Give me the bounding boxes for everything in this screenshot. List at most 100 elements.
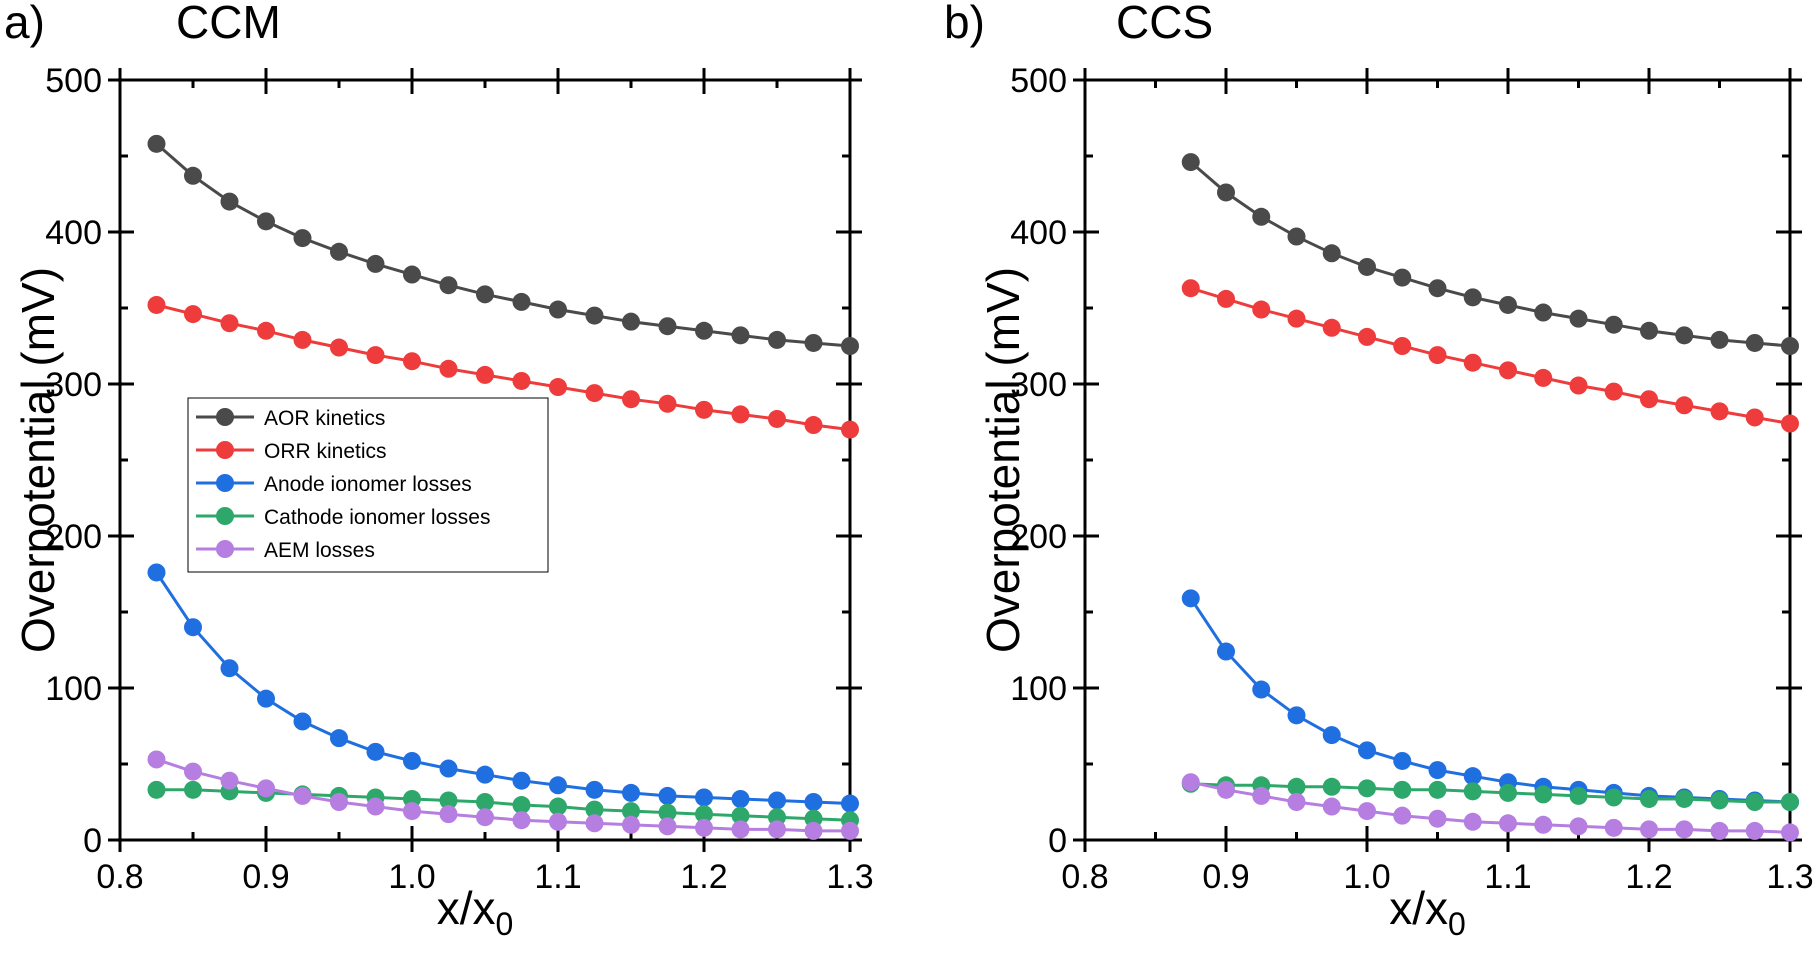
data-point: [512, 771, 531, 790]
data-point: [1322, 726, 1341, 745]
x-tick-label: 1.2: [680, 858, 727, 896]
data-point: [1322, 777, 1341, 796]
legend-entry: Cathode ionomer losses: [264, 506, 490, 529]
data-point: [1463, 812, 1482, 831]
x-tick-label: 0.8: [1061, 858, 1108, 896]
legend-swatch-marker: [216, 474, 234, 492]
data-point: [1428, 346, 1447, 365]
data-point: [549, 812, 567, 831]
y-tick-label: 100: [1010, 670, 1067, 708]
data-point: [731, 405, 750, 424]
data-point: [1358, 257, 1376, 276]
data-point: [184, 780, 202, 799]
data-point: [1675, 326, 1694, 345]
x-tick-label: 1.0: [1343, 858, 1390, 896]
data-point: [658, 317, 677, 336]
data-point: [768, 820, 786, 839]
data-point: [1781, 793, 1799, 811]
data-point: [1252, 300, 1271, 319]
data-point: [147, 295, 166, 314]
data-point: [695, 788, 713, 807]
data-point: [841, 337, 859, 355]
data-point: [804, 333, 823, 352]
data-point: [1358, 802, 1376, 821]
data-point: [731, 789, 750, 808]
legend-entry: AEM losses: [264, 539, 375, 562]
data-point: [585, 306, 604, 325]
data-point: [1463, 353, 1482, 372]
x-tick-label: 0.8: [96, 858, 143, 896]
series-anode-ionomer-losses: [1181, 589, 1799, 811]
data-point: [1393, 751, 1412, 770]
y-tick-label: 200: [45, 518, 102, 556]
data-point: [330, 729, 348, 748]
data-point: [1710, 791, 1729, 810]
data-point: [330, 242, 348, 261]
data-point: [1675, 396, 1694, 415]
y-tick-label: 0: [83, 822, 102, 860]
panel-label: a): [4, 0, 45, 48]
data-point: [439, 805, 458, 824]
data-point: [476, 285, 494, 304]
x-tick-label: 1.1: [534, 858, 581, 896]
series-orr-kinetics: [1181, 279, 1799, 433]
data-point: [1604, 382, 1623, 401]
series-line: [155, 571, 851, 805]
data-point: [1217, 183, 1235, 202]
y-tick-label: 400: [1010, 214, 1067, 252]
x-tick-label: 1.1: [1484, 858, 1531, 896]
data-point: [184, 618, 202, 637]
data-point: [476, 793, 494, 811]
data-point: [658, 786, 677, 805]
data-point: [658, 803, 677, 822]
data-point: [1393, 268, 1412, 287]
data-point: [1322, 244, 1341, 263]
data-point: [512, 796, 531, 815]
data-point: [147, 134, 166, 153]
data-point: [1322, 318, 1341, 337]
data-point: [1287, 777, 1306, 796]
data-point: [147, 563, 166, 582]
legend-entry: AOR kinetics: [264, 407, 385, 430]
data-point: [476, 765, 494, 784]
data-point: [439, 759, 458, 778]
data-point: [1640, 820, 1658, 839]
data-point: [1428, 780, 1447, 799]
x-axis-title: x/x0: [437, 882, 514, 942]
series-aem-losses: [1181, 773, 1799, 842]
y-tick-label: 500: [45, 62, 102, 100]
data-point: [1252, 207, 1271, 226]
data-point: [184, 305, 202, 324]
series-line: [1189, 160, 1791, 348]
data-point: [147, 780, 166, 799]
data-point: [841, 794, 859, 813]
data-point: [695, 805, 713, 824]
data-point: [403, 802, 421, 821]
data-point: [1358, 779, 1376, 798]
data-point: [1463, 767, 1482, 786]
data-point: [293, 786, 312, 805]
data-point: [804, 416, 823, 435]
data-point: [841, 420, 859, 439]
data-point: [549, 776, 567, 795]
data-point: [220, 771, 239, 790]
data-point: [257, 689, 275, 708]
data-point: [695, 321, 713, 340]
data-point: [1322, 797, 1341, 816]
data-point: [1393, 337, 1412, 355]
data-point: [439, 276, 458, 295]
data-point: [622, 312, 640, 331]
data-point: [731, 820, 750, 839]
data-point: [1710, 821, 1729, 840]
data-point: [1604, 315, 1623, 334]
data-point: [330, 793, 348, 811]
data-point: [403, 352, 421, 371]
series-anode-ionomer-losses: [147, 563, 859, 813]
data-point: [147, 750, 166, 769]
data-point: [1781, 823, 1799, 842]
data-point: [658, 394, 677, 413]
data-point: [1499, 295, 1517, 314]
data-point: [366, 346, 385, 365]
data-point: [549, 378, 567, 397]
